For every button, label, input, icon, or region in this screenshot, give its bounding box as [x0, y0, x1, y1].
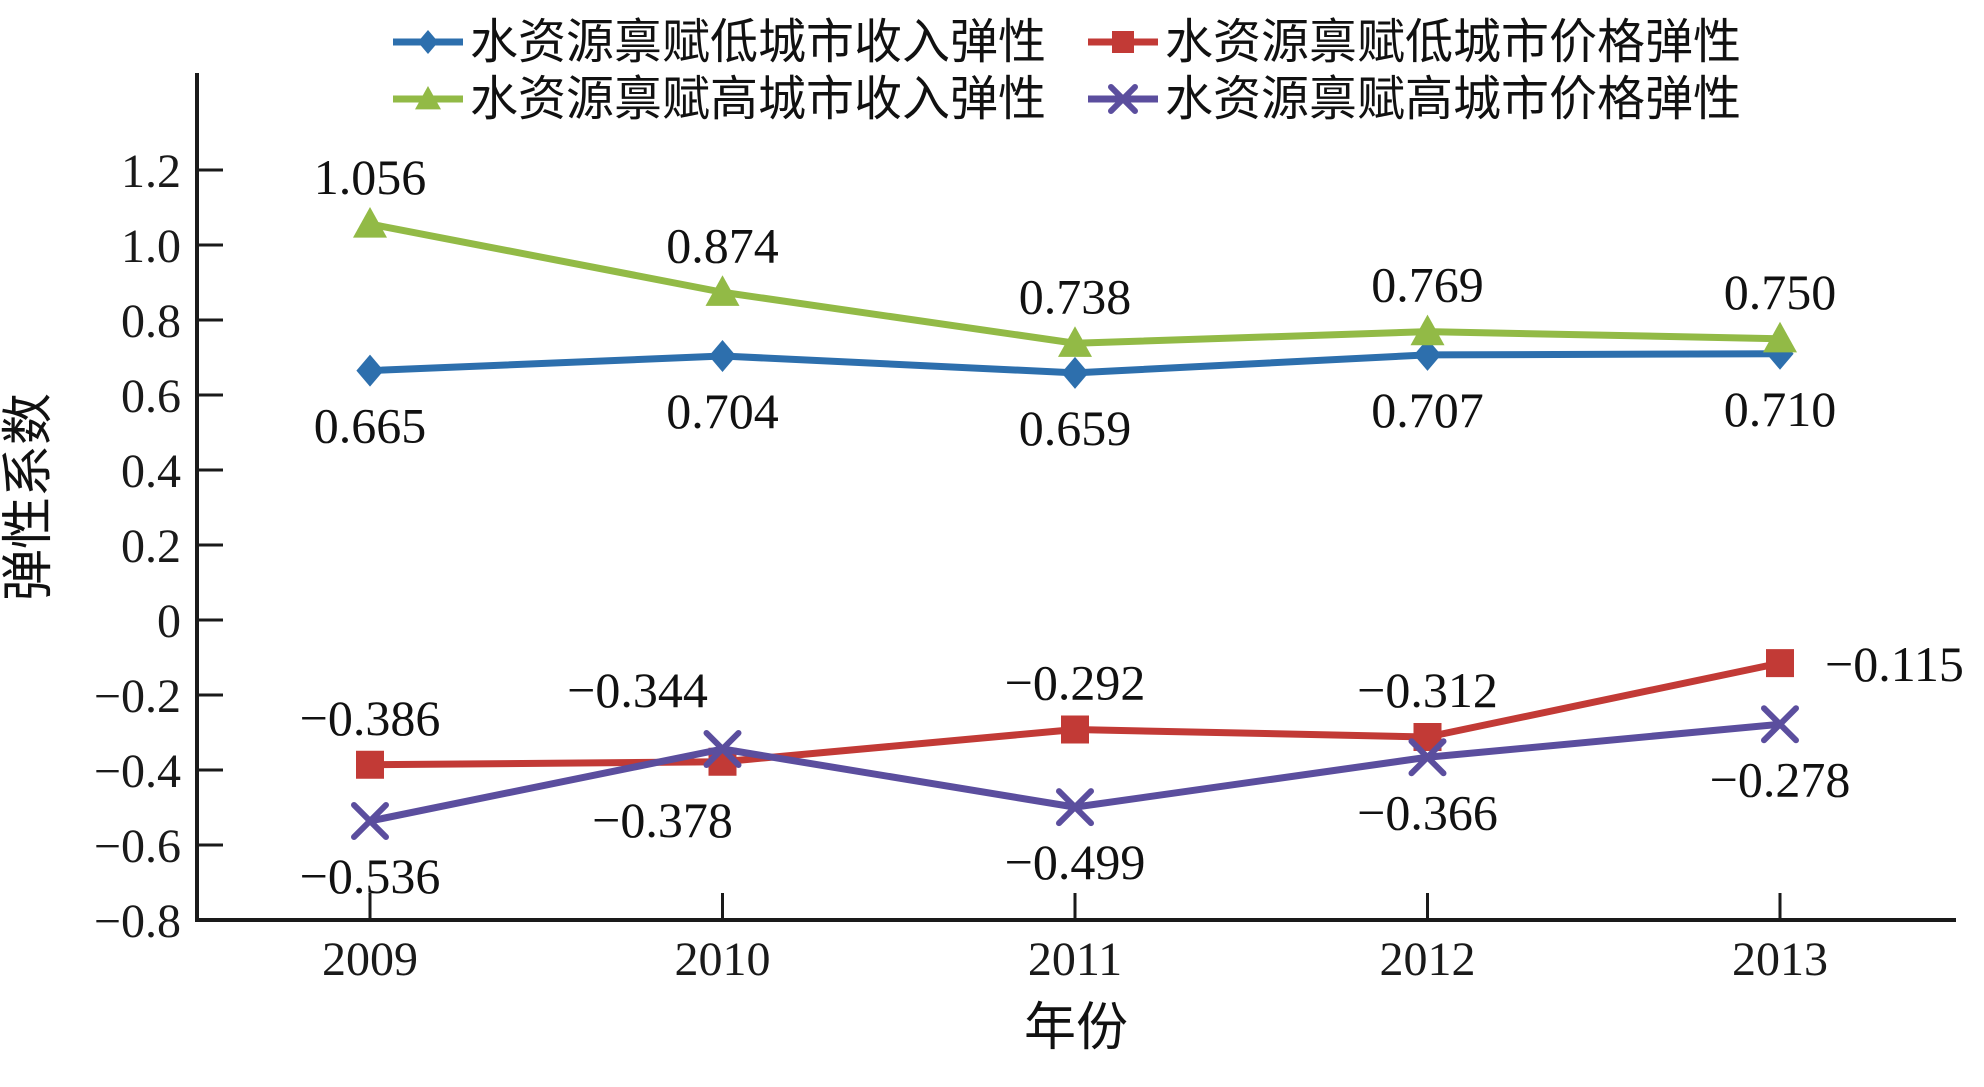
data-point-marker — [1763, 321, 1797, 353]
axes: 1.2 1.0 0.8 0.6 0.4 0.2 0 −0.2 −0.4 −0.6 −0.8 2009 2… — [94, 73, 1956, 986]
x-axis-tick-label: 2010 — [675, 933, 771, 986]
x-axis-tick-label: 2012 — [1380, 933, 1476, 986]
data-point-marker — [1761, 705, 1799, 744]
y-axis-tick-label: −0.4 — [94, 745, 181, 798]
x-axis-title: 年份 — [1024, 1000, 1128, 1057]
data-point-marker — [351, 802, 389, 840]
legend-item-price-high: 水资源禀赋高城市价格弹性 — [1088, 73, 1741, 126]
data-point-marker — [1766, 649, 1794, 678]
data-point-label: 0.738 — [1019, 268, 1132, 324]
y-axis-tick-label: 0.4 — [121, 445, 181, 498]
x-axis-tick-label: 2013 — [1732, 933, 1828, 986]
series-income-high — [353, 207, 1797, 357]
data-point-marker — [1056, 788, 1094, 827]
legend-item-label: 水资源禀赋高城市价格弹性 — [1165, 73, 1741, 126]
y-axis-tick-label: −0.8 — [94, 895, 181, 948]
legend-item-income-low: 水资源禀赋低城市收入弹性 — [393, 16, 1046, 69]
y-axis-tick-label: 0 — [157, 595, 181, 648]
data-point-marker — [1058, 326, 1092, 357]
data-point-label: −0.312 — [1357, 662, 1498, 718]
x-axis-tick-label: 2009 — [322, 933, 418, 986]
data-point-marker — [356, 750, 384, 779]
series-income-low — [356, 337, 1794, 389]
triangle-marker-icon — [415, 86, 441, 110]
data-point-label: −0.499 — [1005, 834, 1146, 890]
data-point-marker — [1408, 738, 1447, 777]
data-point-label: 0.710 — [1724, 381, 1837, 437]
data-point-label: 0.704 — [666, 383, 779, 439]
legend-item-label: 水资源禀赋低城市价格弹性 — [1165, 16, 1741, 69]
data-point-label: −0.115 — [1825, 636, 1964, 692]
data-point-label: 0.665 — [314, 398, 427, 454]
data-point-marker — [1061, 715, 1089, 744]
diamond-marker-icon — [417, 30, 439, 54]
data-point-label: −0.366 — [1357, 784, 1498, 840]
data-point-marker — [708, 340, 737, 372]
data-point-marker — [353, 207, 387, 238]
data-point-label: 0.707 — [1371, 382, 1484, 438]
y-axis-tick-label: 0.6 — [121, 370, 181, 423]
y-axis-tick-label: 0.2 — [121, 520, 181, 573]
y-axis-tick-label: 1.0 — [121, 220, 181, 273]
data-point-label: −0.344 — [567, 662, 708, 718]
series-lines — [351, 207, 1799, 840]
legend-item-label: 水资源禀赋低城市收入弹性 — [470, 16, 1046, 69]
legend-item-income-high: 水资源禀赋高城市收入弹性 — [393, 73, 1046, 126]
data-point-label: −0.536 — [300, 848, 441, 904]
data-point-label: 0.874 — [666, 217, 779, 273]
data-point-label: 1.056 — [314, 149, 427, 205]
data-point-label: 0.769 — [1371, 257, 1484, 313]
data-point-marker — [703, 730, 742, 768]
x-marker-icon — [1108, 84, 1138, 114]
data-point-label: −0.292 — [1005, 655, 1146, 711]
y-axis-tick-label: −0.2 — [94, 670, 181, 723]
y-axis-tick-label: 0.8 — [121, 295, 181, 348]
data-point-label: −0.278 — [1710, 751, 1851, 807]
data-point-label: −0.386 — [300, 690, 441, 746]
legend-item-price-low: 水资源禀赋低城市价格弹性 — [1088, 16, 1741, 69]
y-axis-tick-label: 1.2 — [121, 145, 181, 198]
data-labels: 0.665 0.704 0.659 0.707 0.710 −0.386 −0.378 −0.… — [300, 149, 1964, 904]
data-point-marker — [705, 275, 740, 306]
data-point-label: 0.750 — [1724, 264, 1837, 320]
y-axis-tick-label: −0.6 — [94, 820, 181, 873]
data-point-marker — [1766, 337, 1794, 370]
data-point-marker — [1061, 356, 1089, 389]
data-point-label: 0.659 — [1019, 400, 1132, 456]
legend-item-label: 水资源禀赋高城市收入弹性 — [470, 73, 1046, 126]
series-price-high — [351, 705, 1799, 840]
data-point-marker — [1410, 314, 1445, 346]
data-point-marker — [356, 354, 384, 387]
x-axis-tick-label: 2011 — [1028, 933, 1122, 986]
data-point-marker — [1413, 338, 1442, 371]
data-point-label: −0.378 — [592, 792, 733, 848]
square-marker-icon — [1112, 31, 1134, 53]
y-axis-title: 弹性系数 — [1, 393, 58, 601]
